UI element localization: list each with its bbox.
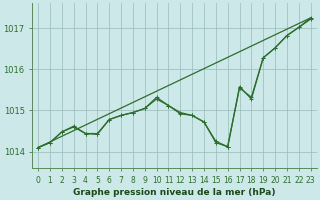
X-axis label: Graphe pression niveau de la mer (hPa): Graphe pression niveau de la mer (hPa) <box>73 188 276 197</box>
